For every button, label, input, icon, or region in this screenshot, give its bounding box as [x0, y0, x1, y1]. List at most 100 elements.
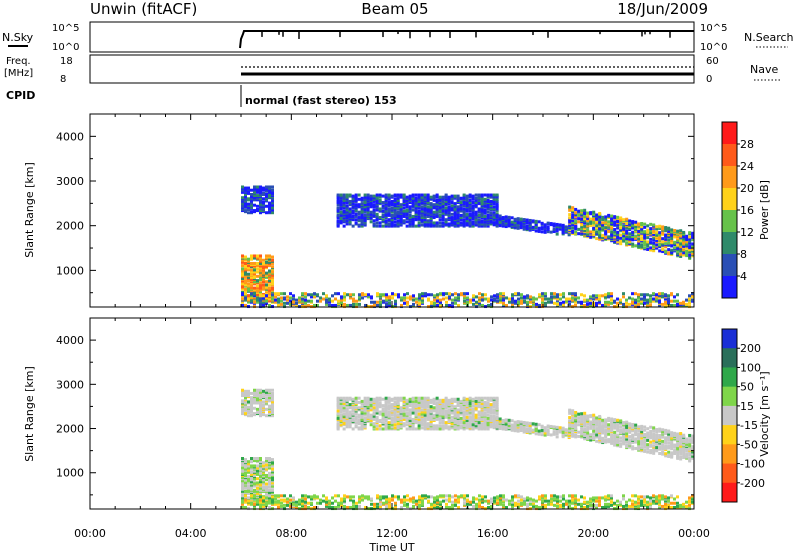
velocity-cell [474, 424, 478, 428]
power-cell [400, 303, 403, 307]
velocity-cell [411, 417, 415, 421]
velocity-cell [549, 424, 553, 428]
velocity-cell [256, 469, 259, 473]
power-cell [363, 208, 367, 212]
power-cell [360, 202, 364, 206]
power-cell [349, 296, 352, 300]
velocity-cell [456, 410, 460, 414]
power-cell [379, 302, 382, 306]
velocity-cell [513, 420, 517, 424]
velocity-cell [268, 501, 271, 505]
velocity-cell [417, 412, 421, 416]
power-cell [313, 292, 316, 296]
power-cell [589, 298, 592, 302]
power-cell [378, 221, 382, 225]
power-cell [676, 243, 680, 247]
power-cell [595, 230, 599, 234]
power-cell [619, 240, 623, 244]
power-cell [448, 295, 451, 299]
power-cell [484, 293, 487, 297]
power-cell [268, 286, 271, 290]
velocity-cell [408, 418, 412, 422]
power-cell [438, 224, 442, 228]
velocity-cell [357, 418, 361, 422]
power-cell [417, 195, 421, 199]
power-cell [253, 194, 256, 198]
power-cell [646, 240, 650, 244]
velocity-cell [256, 388, 259, 392]
velocity-cell [592, 435, 596, 439]
power-cell [643, 293, 646, 297]
power-cell [289, 299, 292, 303]
power-cell [490, 302, 493, 306]
power-cell [354, 212, 358, 216]
power-cell [628, 232, 632, 236]
power-cell [637, 302, 640, 306]
power-cell [376, 300, 379, 304]
velocity-cell [546, 428, 550, 432]
velocity-cell [574, 433, 578, 437]
nsky-label: N.Sky [2, 31, 34, 44]
power-cell [607, 292, 610, 296]
power-cell [589, 303, 592, 307]
velocity-cell [589, 426, 593, 430]
velocity-cell [486, 407, 490, 411]
velocity-cell [247, 460, 250, 464]
power-cell [498, 223, 502, 227]
power-cell [601, 227, 605, 231]
power-cell [589, 221, 593, 225]
power-cell [280, 292, 283, 296]
velocity-cell [241, 391, 244, 395]
velocity-cell [244, 389, 247, 393]
velocity-cell [595, 427, 599, 431]
power-cell [450, 219, 454, 223]
power-cell [685, 302, 688, 306]
power-cell [537, 226, 541, 230]
power-cell [414, 193, 418, 197]
power-cell [339, 198, 343, 202]
power-cell [468, 220, 472, 224]
power-cell [322, 297, 325, 301]
velocity-cell [342, 412, 346, 416]
power-cell [382, 293, 385, 297]
velocity-cell [426, 417, 430, 421]
power-cell [544, 297, 547, 301]
power-cell [286, 298, 289, 302]
velocity-cell [357, 396, 361, 400]
power-cell [526, 294, 529, 298]
power-cell [247, 189, 250, 193]
power-cell [649, 241, 653, 245]
velocity-cell [589, 420, 593, 424]
velocity-cell [402, 417, 406, 421]
velocity-cell [574, 418, 578, 422]
velocity-cell [253, 399, 256, 403]
power-cell [319, 296, 322, 300]
velocity-cell [604, 428, 608, 432]
velocity-cell [574, 422, 578, 426]
velocity-cell [372, 425, 376, 429]
velocity-cell [441, 408, 445, 412]
power-cell [646, 244, 650, 248]
power-cell [474, 196, 478, 200]
power-cell [339, 216, 343, 220]
power-cell [471, 197, 475, 201]
power-cell [511, 298, 514, 302]
velocity-cell [378, 424, 382, 428]
power-cell [486, 204, 490, 208]
power-cell [360, 196, 364, 200]
power-cell [540, 221, 544, 225]
velocity-cell [613, 442, 617, 446]
power-cell [589, 217, 593, 221]
velocity-cell [241, 394, 244, 398]
power-cell [244, 261, 247, 265]
velocity-cell [435, 402, 439, 406]
nave-tick-top: 60 [706, 56, 719, 67]
power-cell [664, 249, 668, 253]
power-cell [622, 295, 625, 299]
power-cell [465, 216, 469, 220]
velocity-cell [342, 421, 346, 425]
velocity-cell [601, 430, 605, 434]
colorbar-segment [722, 210, 737, 233]
power-cell [462, 196, 466, 200]
power-cell [456, 223, 460, 227]
